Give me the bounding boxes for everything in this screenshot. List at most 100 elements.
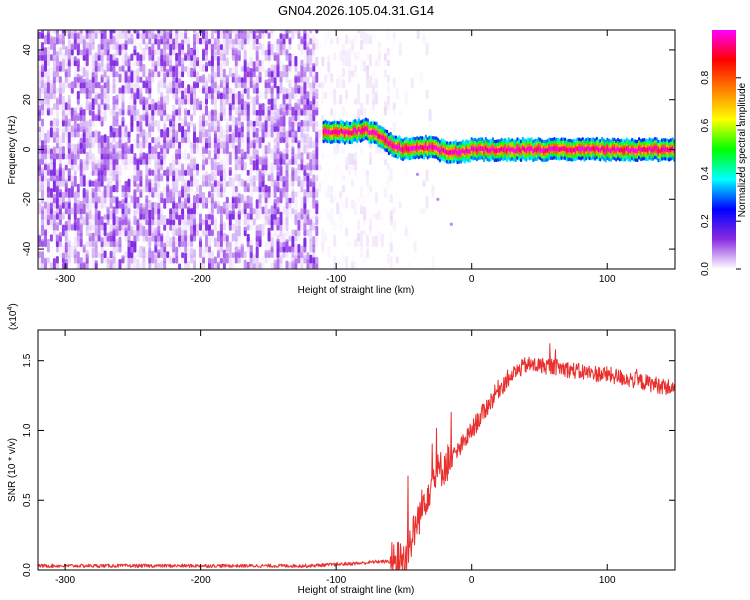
- heatmap-cell: [416, 30, 420, 39]
- heatmap-cell: [288, 37, 292, 45]
- heatmap-cell: [231, 174, 235, 182]
- heatmap-cell: [401, 54, 405, 61]
- heatmap-cell: [267, 124, 271, 138]
- heatmap-cell: [246, 261, 250, 269]
- heatmap-cell: [240, 178, 244, 187]
- heatmap-cell: [115, 141, 119, 149]
- heatmap-cell: [82, 93, 86, 105]
- signal-cell: [514, 148, 517, 154]
- heatmap-cell: [377, 53, 381, 67]
- heatmap-cell: [76, 123, 80, 133]
- heatmap-cell: [160, 30, 164, 39]
- heatmap-cell: [312, 42, 316, 50]
- heatmap-cell: [136, 109, 140, 116]
- heatmap-cell: [333, 52, 337, 61]
- heatmap-cell: [130, 202, 134, 215]
- heatmap-cell: [389, 242, 393, 253]
- heatmap-cell: [240, 217, 244, 231]
- heatmap-cell: [315, 180, 319, 187]
- heatmap-cell: [294, 242, 298, 253]
- heatmap-cell: [58, 47, 62, 56]
- heatmap-cell: [219, 62, 223, 72]
- signal-cell: [609, 148, 612, 154]
- heatmap-cell: [124, 239, 128, 248]
- heatmap-cell: [318, 82, 322, 89]
- heatmap-cell: [208, 86, 211, 94]
- heatmap-cell: [297, 189, 301, 198]
- heatmap-cell: [318, 212, 322, 220]
- heatmap-cell: [109, 37, 113, 45]
- heatmap-cell: [208, 246, 211, 253]
- heatmap-cell: [184, 52, 188, 61]
- heatmap-cell: [360, 241, 363, 248]
- heatmap-cell: [139, 114, 143, 122]
- heatmap-cell: [67, 94, 71, 105]
- heatmap-cell: [151, 119, 155, 127]
- heatmap-cell: [73, 70, 77, 78]
- heatmap-cell: [160, 260, 164, 269]
- signal-cell: [488, 148, 491, 154]
- heatmap-cell: [178, 65, 182, 72]
- heatmap-cell: [273, 145, 277, 154]
- heatmap-cell: [58, 54, 62, 61]
- heatmap-cell: [252, 208, 256, 215]
- heatmap-cell: [70, 245, 74, 258]
- heatmap-cell: [222, 232, 226, 242]
- heatmap-cell: [52, 202, 56, 209]
- heatmap-cell: [276, 105, 280, 116]
- heatmap-cell: [360, 30, 363, 39]
- heatmap-cell: [100, 85, 104, 94]
- heatmap-cell: [64, 138, 68, 149]
- heatmap-cell: [44, 257, 47, 264]
- heatmap-cell: [237, 127, 241, 138]
- heatmap-cell: [73, 190, 77, 198]
- heatmap-cell: [246, 131, 250, 144]
- signal-cell: [597, 147, 600, 153]
- heatmap-cell: [118, 150, 122, 160]
- heatmap-cell: [288, 140, 292, 154]
- heatmap-cell: [372, 108, 375, 122]
- heatmap-cell: [228, 251, 232, 258]
- heatmap-cell: [44, 207, 47, 220]
- heatmap-cell: [231, 93, 235, 105]
- heatmap-cell: [88, 102, 92, 116]
- heatmap-cell: [166, 136, 170, 149]
- heatmap-cell: [64, 102, 68, 111]
- heatmap-cell: [193, 91, 196, 105]
- heatmap-cell: [291, 30, 295, 39]
- heatmap-cell: [282, 93, 286, 100]
- heatmap-cell: [210, 33, 214, 39]
- heatmap-cell: [267, 214, 271, 226]
- heatmap-cell: [240, 53, 244, 67]
- heatmap-cell: [294, 167, 298, 182]
- heatmap-cell: [351, 261, 355, 269]
- heatmap-cell: [160, 144, 164, 154]
- heatmap-cell: [225, 167, 229, 176]
- heatmap-cell: [252, 254, 256, 264]
- heatmap-cell: [148, 30, 152, 34]
- heatmap-cell: [52, 65, 56, 72]
- heatmap-cell: [145, 97, 149, 105]
- heatmap-cell: [154, 120, 158, 127]
- heatmap-cell: [306, 162, 310, 171]
- signal-cell: [551, 146, 554, 152]
- heatmap-cell: [97, 234, 101, 242]
- heatmap-cell: [222, 141, 226, 149]
- signal-cell: [608, 147, 611, 153]
- heatmap-cell: [124, 251, 128, 258]
- heatmap-cell: [225, 49, 229, 56]
- heatmap-cell: [52, 103, 56, 111]
- heatmap-cell: [52, 30, 56, 34]
- heatmap-cell: [354, 201, 358, 215]
- heatmap-cell: [154, 30, 158, 34]
- signal-cell: [662, 146, 665, 152]
- heatmap-cell: [297, 75, 301, 83]
- signal-cell: [391, 143, 394, 149]
- heatmap-cell: [103, 110, 107, 122]
- heatmap-cell: [199, 115, 202, 127]
- heatmap-cell: [345, 157, 349, 171]
- heatmap-cell: [85, 250, 89, 258]
- heatmap-cell: [234, 65, 238, 78]
- heatmap-cell: [127, 105, 131, 116]
- heatmap-cell: [366, 71, 369, 83]
